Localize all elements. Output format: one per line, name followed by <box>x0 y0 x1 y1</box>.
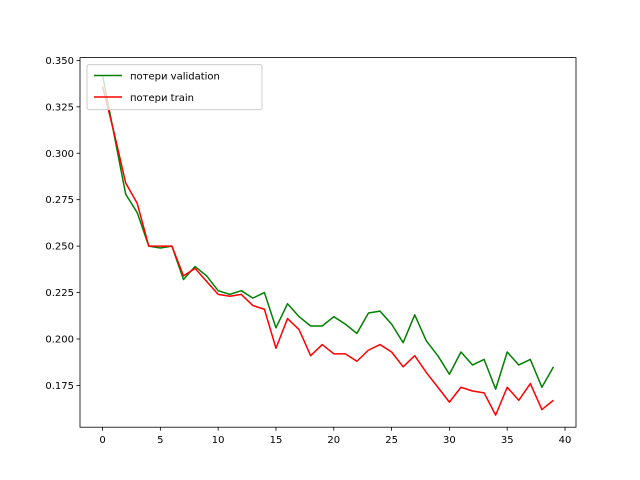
y-tick-label: 0.225 <box>45 288 74 299</box>
plot-area <box>80 57 576 428</box>
legend-box <box>86 64 263 111</box>
x-tick-label: 5 <box>157 435 163 446</box>
x-tick-label: 40 <box>559 435 572 446</box>
y-tick-label: 0.200 <box>45 334 74 345</box>
y-tick-label: 0.350 <box>45 56 74 67</box>
y-tick-label: 0.300 <box>45 149 74 160</box>
x-tick-label: 15 <box>270 435 283 446</box>
x-axis-ticks: 0 5 10 15 20 25 30 35 40 <box>99 427 571 446</box>
legend: потери validation потери train <box>86 64 263 111</box>
plot-frame <box>79 57 577 428</box>
x-tick-label: 10 <box>212 435 225 446</box>
y-tick-label: 0.325 <box>45 102 74 113</box>
legend-label-train: потери train <box>130 93 194 104</box>
legend-label-validation: потери validation <box>130 72 220 83</box>
x-tick-label: 25 <box>385 435 398 446</box>
y-tick-label: 0.250 <box>45 242 74 253</box>
x-tick-label: 30 <box>443 435 456 446</box>
y-tick-label: 0.275 <box>45 195 74 206</box>
series-line-1 <box>101 86 554 416</box>
series-lines <box>101 75 555 416</box>
y-tick-label: 0.175 <box>45 381 74 392</box>
x-tick-label: 20 <box>327 435 340 446</box>
y-axis-ticks: 0.175 0.200 0.225 0.250 0.275 0.300 0.325 0.350 <box>45 56 80 392</box>
x-tick-label: 35 <box>501 435 514 446</box>
x-tick-label: 0 <box>99 435 105 446</box>
